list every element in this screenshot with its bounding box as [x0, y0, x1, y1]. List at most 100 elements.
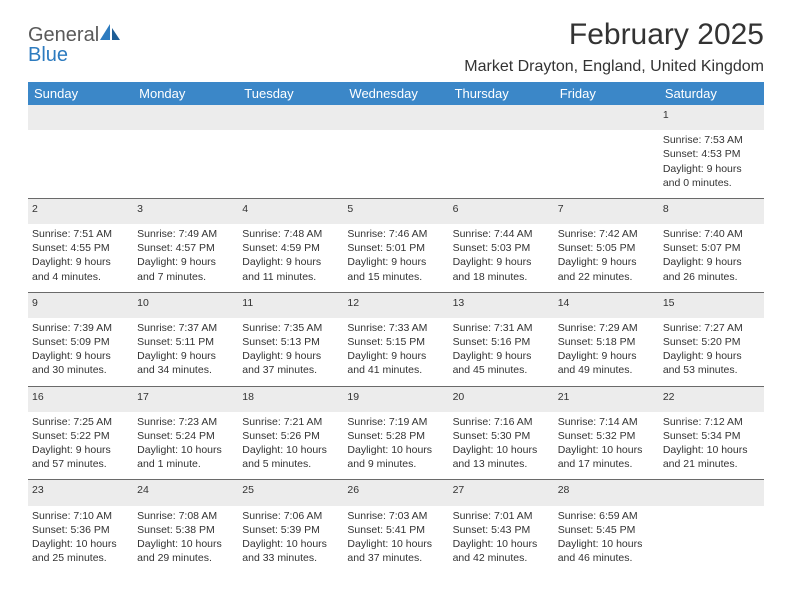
daylight-text: Daylight: 10 hours and 46 minutes. [558, 537, 655, 565]
day-number-cell [343, 105, 448, 130]
sunrise-text: Sunrise: 7:16 AM [453, 415, 550, 429]
daylight-text: Daylight: 9 hours and 11 minutes. [242, 255, 339, 283]
sunset-text: Sunset: 5:05 PM [558, 241, 655, 255]
weekday-header: Tuesday [238, 82, 343, 105]
day-detail-cell: Sunrise: 7:37 AMSunset: 5:11 PMDaylight:… [133, 318, 238, 386]
day-number-cell: 1 [659, 105, 764, 130]
sunrise-text: Sunrise: 7:21 AM [242, 415, 339, 429]
day-number-row: 1 [28, 105, 764, 130]
daylight-text: Daylight: 9 hours and 53 minutes. [663, 349, 760, 377]
sunset-text: Sunset: 5:26 PM [242, 429, 339, 443]
day-detail-cell [343, 130, 448, 198]
day-number-cell: 6 [449, 198, 554, 224]
day-detail-row: Sunrise: 7:53 AMSunset: 4:53 PMDaylight:… [28, 130, 764, 198]
sunrise-text: Sunrise: 7:37 AM [137, 321, 234, 335]
sunset-text: Sunset: 5:36 PM [32, 523, 129, 537]
day-detail-cell: Sunrise: 7:06 AMSunset: 5:39 PMDaylight:… [238, 506, 343, 574]
day-detail-cell: Sunrise: 7:10 AMSunset: 5:36 PMDaylight:… [28, 506, 133, 574]
day-number-cell: 26 [343, 480, 448, 506]
day-number-cell [133, 105, 238, 130]
day-number-cell: 21 [554, 386, 659, 412]
daylight-text: Daylight: 9 hours and 30 minutes. [32, 349, 129, 377]
day-number-cell: 28 [554, 480, 659, 506]
sunrise-text: Sunrise: 7:27 AM [663, 321, 760, 335]
day-detail-cell: Sunrise: 7:40 AMSunset: 5:07 PMDaylight:… [659, 224, 764, 292]
day-number-cell: 3 [133, 198, 238, 224]
day-detail-cell: Sunrise: 7:39 AMSunset: 5:09 PMDaylight:… [28, 318, 133, 386]
day-detail-cell: Sunrise: 7:25 AMSunset: 5:22 PMDaylight:… [28, 412, 133, 480]
calendar-table: Sunday Monday Tuesday Wednesday Thursday… [28, 82, 764, 573]
day-detail-cell: Sunrise: 7:12 AMSunset: 5:34 PMDaylight:… [659, 412, 764, 480]
sunrise-text: Sunrise: 7:31 AM [453, 321, 550, 335]
logo-blue-text: Blue [28, 44, 68, 67]
sunset-text: Sunset: 5:15 PM [347, 335, 444, 349]
sunset-text: Sunset: 5:01 PM [347, 241, 444, 255]
day-number-cell: 17 [133, 386, 238, 412]
title-block: February 2025 Market Drayton, England, U… [464, 18, 764, 76]
sunrise-text: Sunrise: 7:42 AM [558, 227, 655, 241]
day-number-cell: 13 [449, 292, 554, 318]
day-number-cell: 7 [554, 198, 659, 224]
day-detail-cell [554, 130, 659, 198]
day-detail-row: Sunrise: 7:10 AMSunset: 5:36 PMDaylight:… [28, 506, 764, 574]
daylight-text: Daylight: 9 hours and 37 minutes. [242, 349, 339, 377]
daylight-text: Daylight: 9 hours and 7 minutes. [137, 255, 234, 283]
day-number-cell [659, 480, 764, 506]
weekday-header: Friday [554, 82, 659, 105]
sunset-text: Sunset: 5:38 PM [137, 523, 234, 537]
sunset-text: Sunset: 5:30 PM [453, 429, 550, 443]
daylight-text: Daylight: 10 hours and 1 minute. [137, 443, 234, 471]
day-number-cell: 23 [28, 480, 133, 506]
day-number-row: 16171819202122 [28, 386, 764, 412]
sunset-text: Sunset: 5:22 PM [32, 429, 129, 443]
daylight-text: Daylight: 10 hours and 9 minutes. [347, 443, 444, 471]
day-number-cell [449, 105, 554, 130]
day-number-cell: 5 [343, 198, 448, 224]
day-detail-cell: Sunrise: 7:27 AMSunset: 5:20 PMDaylight:… [659, 318, 764, 386]
sunrise-text: Sunrise: 7:19 AM [347, 415, 444, 429]
weekday-header: Saturday [659, 82, 764, 105]
daylight-text: Daylight: 9 hours and 0 minutes. [663, 162, 760, 190]
day-detail-cell: Sunrise: 7:51 AMSunset: 4:55 PMDaylight:… [28, 224, 133, 292]
day-detail-cell: Sunrise: 7:35 AMSunset: 5:13 PMDaylight:… [238, 318, 343, 386]
sunset-text: Sunset: 4:57 PM [137, 241, 234, 255]
day-detail-cell: Sunrise: 7:03 AMSunset: 5:41 PMDaylight:… [343, 506, 448, 574]
day-number-cell: 22 [659, 386, 764, 412]
daylight-text: Daylight: 10 hours and 17 minutes. [558, 443, 655, 471]
daylight-text: Daylight: 10 hours and 37 minutes. [347, 537, 444, 565]
sunrise-text: Sunrise: 7:35 AM [242, 321, 339, 335]
sunset-text: Sunset: 5:39 PM [242, 523, 339, 537]
weekday-header-row: Sunday Monday Tuesday Wednesday Thursday… [28, 82, 764, 105]
daylight-text: Daylight: 10 hours and 5 minutes. [242, 443, 339, 471]
sunset-text: Sunset: 5:13 PM [242, 335, 339, 349]
day-detail-cell: Sunrise: 7:49 AMSunset: 4:57 PMDaylight:… [133, 224, 238, 292]
day-number-cell: 20 [449, 386, 554, 412]
sunrise-text: Sunrise: 7:06 AM [242, 509, 339, 523]
day-detail-row: Sunrise: 7:39 AMSunset: 5:09 PMDaylight:… [28, 318, 764, 386]
day-detail-cell: Sunrise: 7:46 AMSunset: 5:01 PMDaylight:… [343, 224, 448, 292]
daylight-text: Daylight: 10 hours and 29 minutes. [137, 537, 234, 565]
day-detail-cell: Sunrise: 7:23 AMSunset: 5:24 PMDaylight:… [133, 412, 238, 480]
day-detail-cell: Sunrise: 7:53 AMSunset: 4:53 PMDaylight:… [659, 130, 764, 198]
day-detail-cell: Sunrise: 7:14 AMSunset: 5:32 PMDaylight:… [554, 412, 659, 480]
day-number-cell: 15 [659, 292, 764, 318]
logo-sail-icon [99, 23, 121, 46]
sunrise-text: Sunrise: 6:59 AM [558, 509, 655, 523]
sunset-text: Sunset: 4:55 PM [32, 241, 129, 255]
daylight-text: Daylight: 10 hours and 25 minutes. [32, 537, 129, 565]
sunrise-text: Sunrise: 7:46 AM [347, 227, 444, 241]
day-number-cell: 18 [238, 386, 343, 412]
day-detail-cell: Sunrise: 7:44 AMSunset: 5:03 PMDaylight:… [449, 224, 554, 292]
sunrise-text: Sunrise: 7:29 AM [558, 321, 655, 335]
day-number-cell: 14 [554, 292, 659, 318]
daylight-text: Daylight: 10 hours and 33 minutes. [242, 537, 339, 565]
sunset-text: Sunset: 5:34 PM [663, 429, 760, 443]
day-number-cell: 4 [238, 198, 343, 224]
day-number-cell: 10 [133, 292, 238, 318]
weekday-header: Thursday [449, 82, 554, 105]
day-number-row: 232425262728 [28, 480, 764, 506]
day-number-cell: 25 [238, 480, 343, 506]
sunrise-text: Sunrise: 7:53 AM [663, 133, 760, 147]
daylight-text: Daylight: 9 hours and 15 minutes. [347, 255, 444, 283]
sunset-text: Sunset: 5:24 PM [137, 429, 234, 443]
